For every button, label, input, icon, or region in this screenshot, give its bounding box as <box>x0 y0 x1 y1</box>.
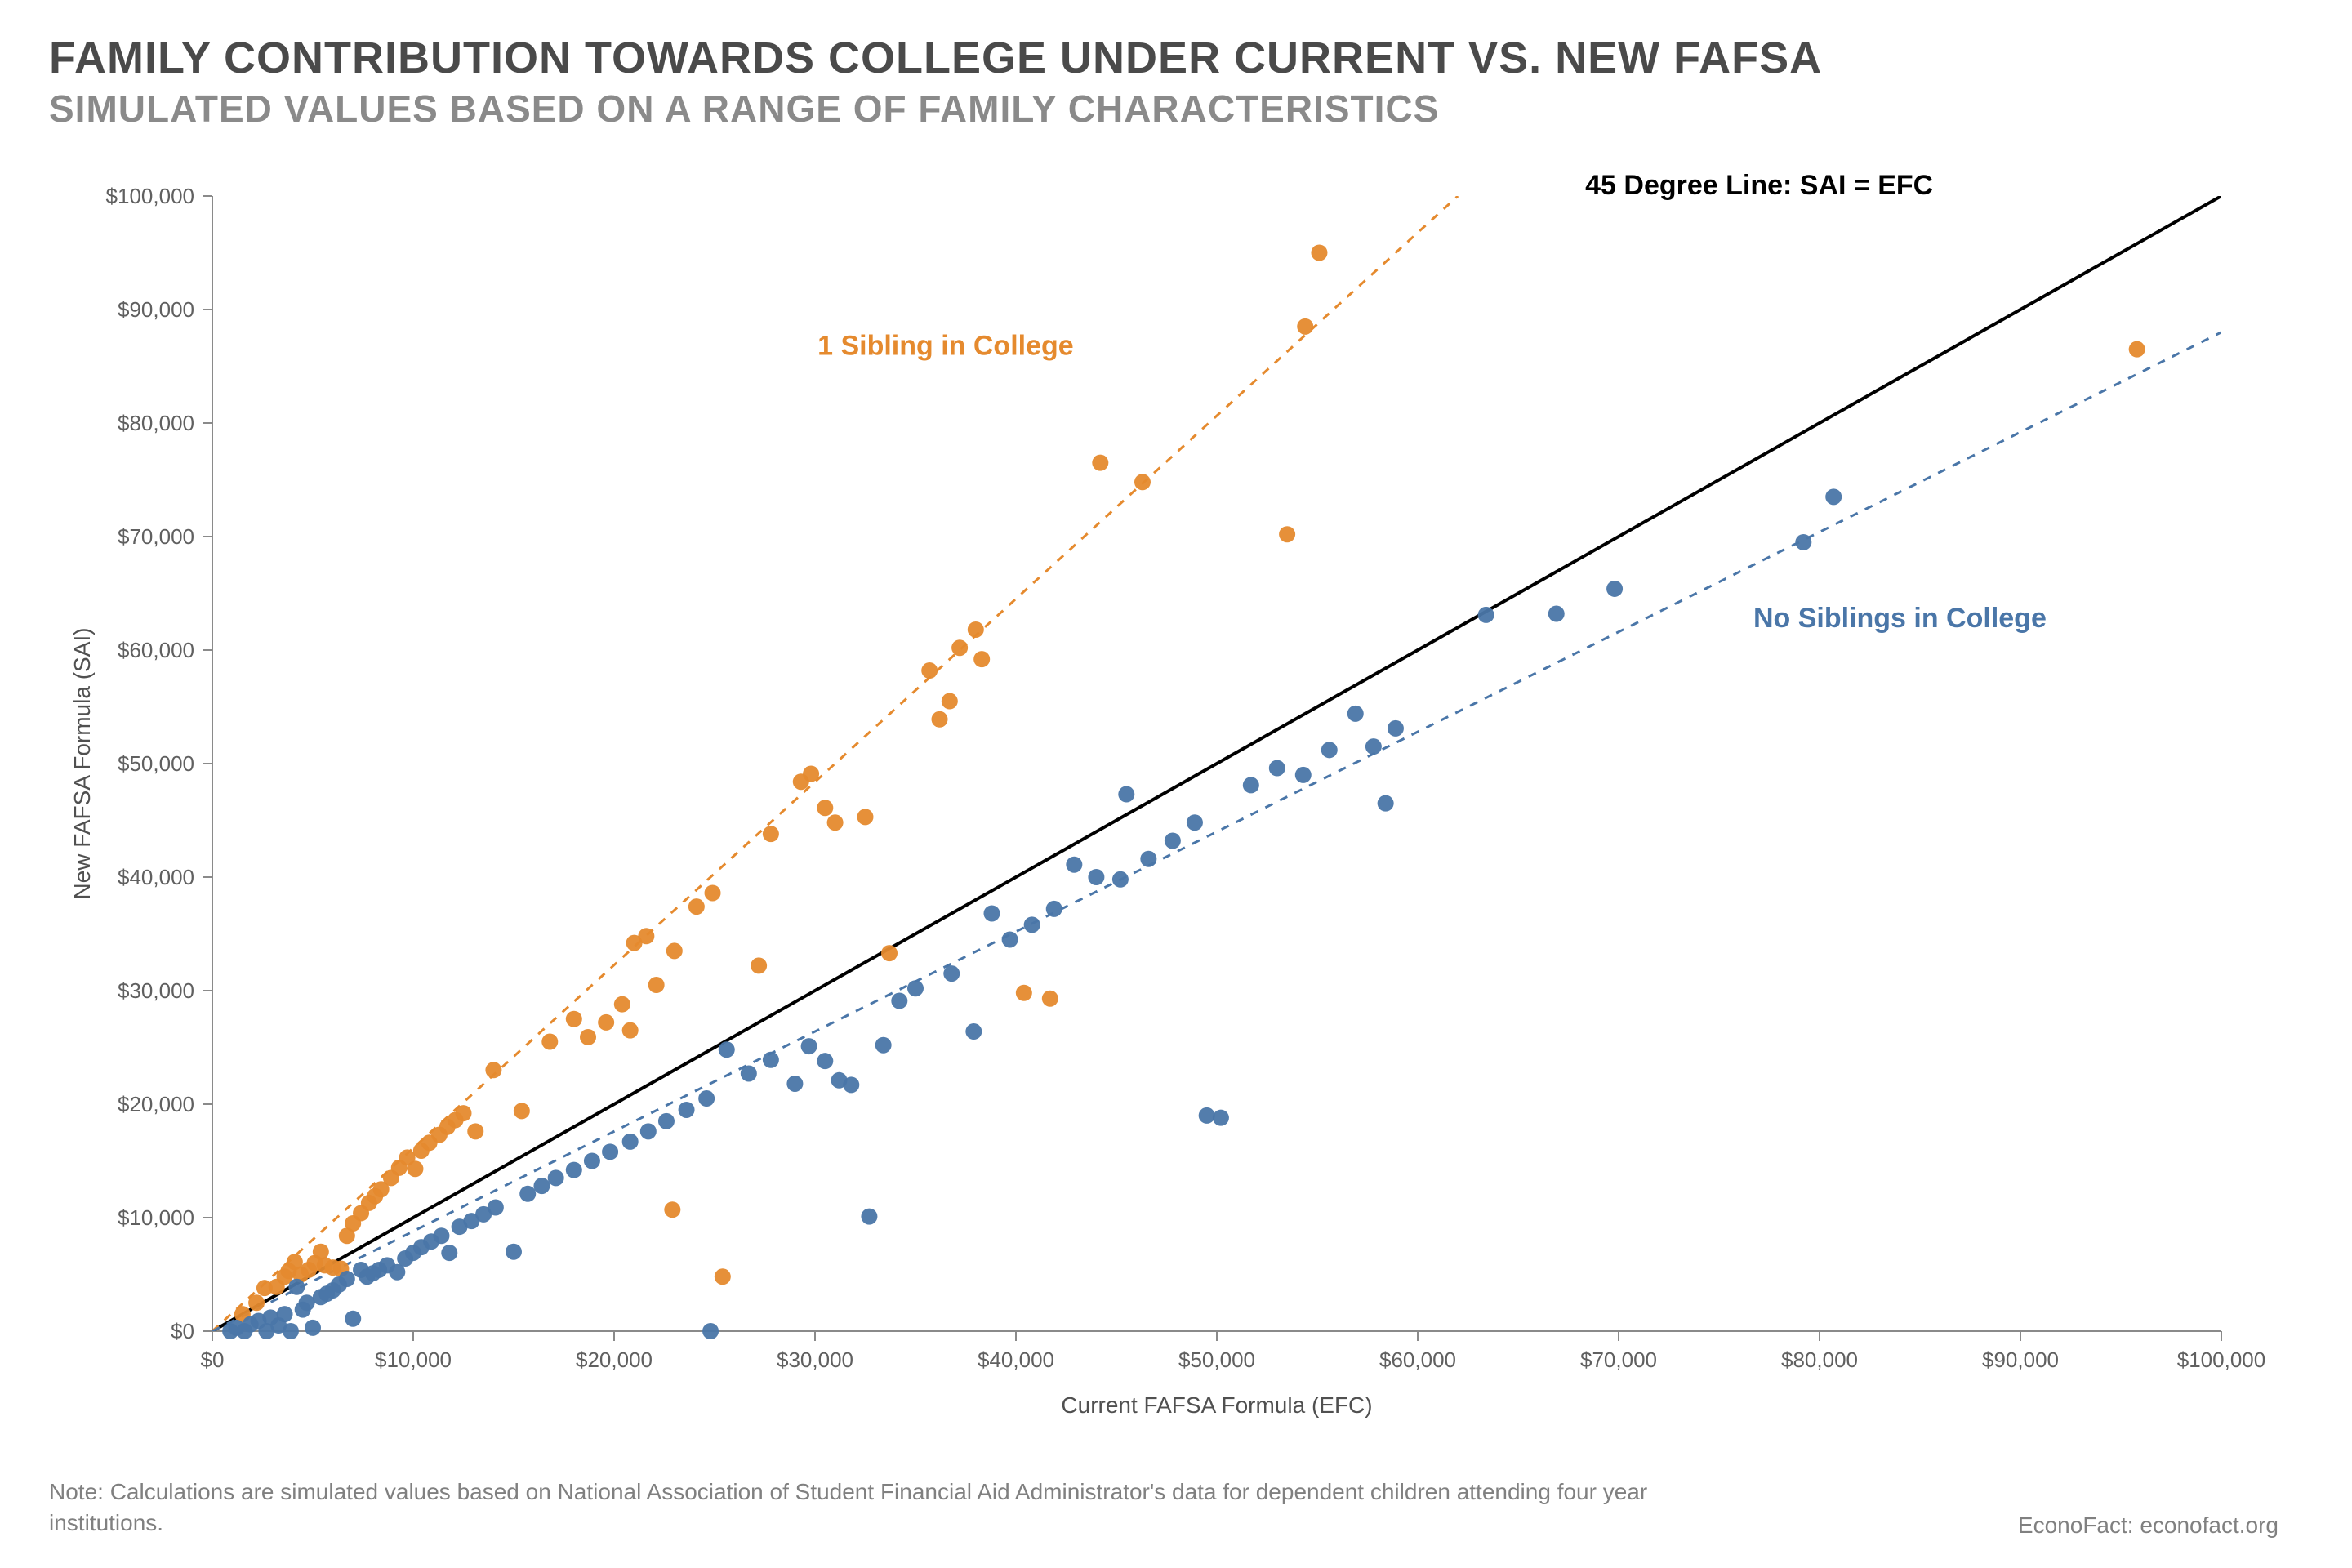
svg-text:45 Degree Line: SAI = EFC: 45 Degree Line: SAI = EFC <box>1585 172 1933 201</box>
svg-text:$80,000: $80,000 <box>1781 1348 1858 1372</box>
svg-text:$10,000: $10,000 <box>118 1205 194 1230</box>
svg-text:$20,000: $20,000 <box>118 1092 194 1116</box>
footer: Note: Calculations are simulated values … <box>49 1477 2278 1539</box>
chart-subtitle: SIMULATED VALUES BASED ON A RANGE OF FAM… <box>49 87 2303 131</box>
svg-text:$30,000: $30,000 <box>777 1348 853 1372</box>
svg-text:$30,000: $30,000 <box>118 978 194 1003</box>
svg-text:$90,000: $90,000 <box>1982 1348 2059 1372</box>
svg-text:$100,000: $100,000 <box>106 184 194 208</box>
svg-text:Current FAFSA Formula (EFC): Current FAFSA Formula (EFC) <box>1061 1392 1372 1418</box>
svg-text:$70,000: $70,000 <box>118 524 194 549</box>
svg-text:$100,000: $100,000 <box>2177 1348 2265 1372</box>
svg-text:$80,000: $80,000 <box>118 411 194 435</box>
svg-text:$20,000: $20,000 <box>576 1348 653 1372</box>
svg-text:$0: $0 <box>201 1348 225 1372</box>
svg-text:$40,000: $40,000 <box>118 865 194 889</box>
scatter-chart: $0 $10,000 $20,000 $30,000 $40,000 $50,000 $60… <box>49 172 2303 1446</box>
svg-text:New FAFSA Formula (SAI): New FAFSA Formula (SAI) <box>69 628 95 900</box>
source-label: EconoFact: econofact.org <box>2018 1512 2278 1539</box>
svg-text:$0: $0 <box>171 1319 194 1343</box>
svg-text:$90,000: $90,000 <box>118 297 194 322</box>
svg-text:1 Sibling in College: 1 Sibling in College <box>817 331 1074 362</box>
page-root: FAMILY CONTRIBUTION TOWARDS COLLEGE UNDE… <box>0 0 2352 1568</box>
footnote: Note: Calculations are simulated values … <box>49 1477 1764 1539</box>
svg-text:$60,000: $60,000 <box>118 638 194 662</box>
svg-text:$60,000: $60,000 <box>1379 1348 1456 1372</box>
svg-text:$70,000: $70,000 <box>1580 1348 1657 1372</box>
svg-text:$40,000: $40,000 <box>978 1348 1054 1372</box>
svg-text:No Siblings in College: No Siblings in College <box>1753 603 2047 634</box>
svg-text:$50,000: $50,000 <box>118 751 194 776</box>
chart-title: FAMILY CONTRIBUTION TOWARDS COLLEGE UNDE… <box>49 33 2303 83</box>
svg-text:$50,000: $50,000 <box>1178 1348 1255 1372</box>
chart-svg: $0 $10,000 $20,000 $30,000 $40,000 $50,000 $60… <box>49 172 2270 1446</box>
svg-text:$10,000: $10,000 <box>375 1348 452 1372</box>
